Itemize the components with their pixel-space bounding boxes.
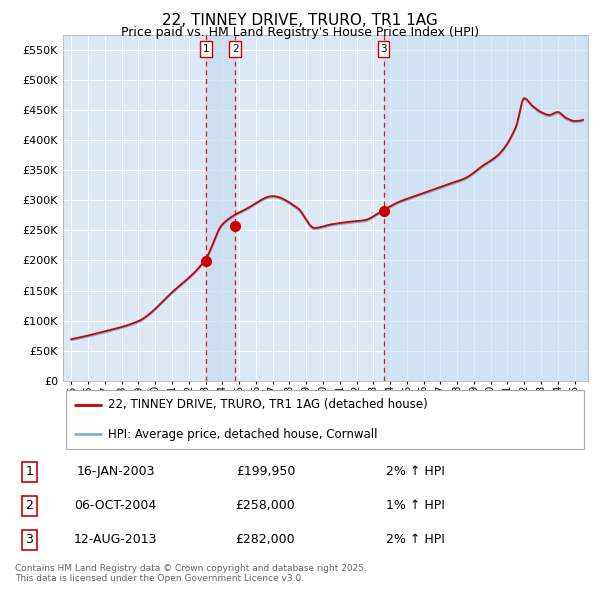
Text: Price paid vs. HM Land Registry's House Price Index (HPI): Price paid vs. HM Land Registry's House …	[121, 26, 479, 39]
Bar	[206, 35, 235, 381]
Text: 2% ↑ HPI: 2% ↑ HPI	[386, 533, 445, 546]
Text: 22, TINNEY DRIVE, TRURO, TR1 1AG (detached house): 22, TINNEY DRIVE, TRURO, TR1 1AG (detach…	[107, 398, 427, 411]
Text: £282,000: £282,000	[236, 533, 295, 546]
Text: 1: 1	[25, 466, 33, 478]
Text: 22, TINNEY DRIVE, TRURO, TR1 1AG: 22, TINNEY DRIVE, TRURO, TR1 1AG	[162, 13, 438, 28]
Text: 06-OCT-2004: 06-OCT-2004	[74, 499, 157, 513]
FancyBboxPatch shape	[65, 389, 584, 450]
Text: 1: 1	[203, 44, 209, 54]
Text: £199,950: £199,950	[236, 466, 295, 478]
Text: 2% ↑ HPI: 2% ↑ HPI	[386, 466, 445, 478]
Text: 3: 3	[380, 44, 387, 54]
Text: 2: 2	[25, 499, 33, 513]
Bar	[383, 35, 588, 381]
Text: £258,000: £258,000	[236, 499, 295, 513]
Text: Contains HM Land Registry data © Crown copyright and database right 2025.
This d: Contains HM Land Registry data © Crown c…	[15, 563, 367, 583]
Text: 1% ↑ HPI: 1% ↑ HPI	[386, 499, 445, 513]
Text: 12-AUG-2013: 12-AUG-2013	[74, 533, 157, 546]
Text: 16-JAN-2003: 16-JAN-2003	[76, 466, 155, 478]
Text: HPI: Average price, detached house, Cornwall: HPI: Average price, detached house, Corn…	[107, 428, 377, 441]
Text: 2: 2	[232, 44, 238, 54]
Text: 3: 3	[25, 533, 33, 546]
